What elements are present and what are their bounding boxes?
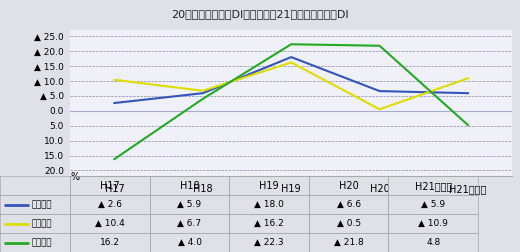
Text: %: %: [70, 172, 79, 182]
Text: ▲ 18.0: ▲ 18.0: [254, 200, 284, 209]
Text: ▲ 2.6: ▲ 2.6: [98, 200, 122, 209]
Text: ▲ 4.0: ▲ 4.0: [177, 238, 202, 247]
Text: ▲ 16.2: ▲ 16.2: [254, 219, 284, 228]
Text: ▲ 10.9: ▲ 10.9: [419, 219, 448, 228]
Text: ▲ 6.6: ▲ 6.6: [336, 200, 361, 209]
Text: H18: H18: [180, 181, 199, 191]
Text: ▲ 10.4: ▲ 10.4: [95, 219, 125, 228]
Text: 耕種部門: 耕種部門: [31, 219, 51, 228]
Text: 16.2: 16.2: [100, 238, 120, 247]
Text: H19: H19: [259, 181, 279, 191]
Text: H20: H20: [339, 181, 358, 191]
Text: 20年度までの景況DI（実績）と21年度経営見通しDI: 20年度までの景況DI（実績）と21年度経営見通しDI: [171, 9, 349, 19]
Text: ▲ 22.3: ▲ 22.3: [254, 238, 284, 247]
Text: H17: H17: [100, 181, 120, 191]
Text: ▲ 0.5: ▲ 0.5: [336, 219, 361, 228]
Text: ▲ 5.9: ▲ 5.9: [421, 200, 446, 209]
Text: 農業全体: 農業全体: [31, 200, 51, 209]
Text: 4.8: 4.8: [426, 238, 440, 247]
Text: ▲ 6.7: ▲ 6.7: [177, 219, 202, 228]
Text: ▲ 5.9: ▲ 5.9: [177, 200, 202, 209]
Text: ▲ 21.8: ▲ 21.8: [334, 238, 363, 247]
Text: 畜産部門: 畜産部門: [31, 238, 51, 247]
Text: H21見通し: H21見通し: [415, 181, 452, 191]
